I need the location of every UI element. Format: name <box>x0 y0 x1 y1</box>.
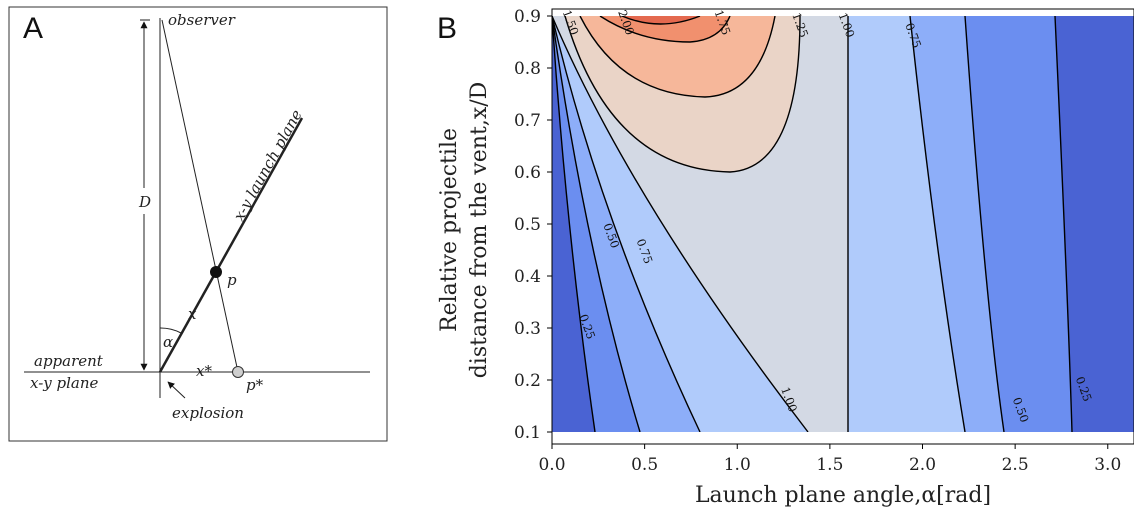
y-tick-label: 0.6 <box>514 163 541 183</box>
y-tick-label: 0.5 <box>514 215 541 235</box>
x-tick-label: 1.5 <box>816 455 843 475</box>
contour-labels: 0.250.500.751.001.50 2.00 1.75 1.25 1.00 0.75… <box>560 9 1095 424</box>
alpha-label: α <box>163 333 173 351</box>
y-tick-label: 0.4 <box>514 267 541 287</box>
launch-plane-label: x-y launch plane <box>230 106 306 224</box>
explosion-label: explosion <box>172 404 244 422</box>
contour-line-0.25-left <box>552 15 596 433</box>
contour-line-1.75 <box>599 15 731 43</box>
x-tick-label: 3.0 <box>1094 455 1121 475</box>
y-tick-label: 0.9 <box>514 7 541 27</box>
y-tick-label: 0.8 <box>514 59 541 79</box>
y-tick-label: 0.2 <box>514 371 541 391</box>
x-axis-label: Launch plane angle,α[rad] <box>695 483 991 508</box>
y-tick-label: 0.1 <box>514 423 541 443</box>
x-tick-label: 2.5 <box>1002 455 1029 475</box>
contour-line-0.75-right <box>909 15 966 433</box>
observer-label: observer <box>168 11 236 29</box>
x-tick-label: 2.0 <box>909 455 936 475</box>
panel-b-letter: B <box>437 12 457 45</box>
contour-line-1.0-left <box>552 15 809 433</box>
x-star-label: x* <box>196 362 212 380</box>
p-star-label: p* <box>246 376 264 394</box>
plot-area: 0.250.500.751.001.50 2.00 1.75 1.25 1.00 0.75… <box>552 9 1134 444</box>
launch-plane-line <box>158 117 304 373</box>
p-label: p <box>227 271 237 289</box>
x-axis-ticks: 0.0 0.5 1.0 1.5 2.0 2.5 3.0 <box>538 444 1121 475</box>
panel-b-contour-chart: B <box>437 7 1134 508</box>
x-tick-label: 0.5 <box>631 455 658 475</box>
x-label: x <box>188 305 197 323</box>
d-label-backdrop <box>134 188 156 214</box>
band-1.75-2.0 <box>600 16 730 42</box>
contour-line-1.5 <box>579 15 776 98</box>
contour-line-0.5-left <box>552 15 641 433</box>
explosion-arrow <box>167 381 186 399</box>
panel-a-letter: A <box>23 12 43 45</box>
axes-frame <box>551 8 1134 445</box>
panel-a-diagram: A D α observer p x x* p* apparent x-y pl… <box>8 6 388 442</box>
contour-line-2.0 <box>621 15 701 25</box>
top-gap <box>552 9 1134 16</box>
y-axis-label-line-2: distance from the vent,x/D <box>467 82 492 379</box>
band-1.5-1.75 <box>580 16 775 97</box>
contour-line-0.25-right <box>1054 15 1073 433</box>
contour-lines <box>552 15 1073 433</box>
apparent-plane-label: x-y plane <box>30 374 99 392</box>
y-tick-label: 0.3 <box>514 319 541 339</box>
contour-line-1.25 <box>564 15 801 173</box>
x-tick-label: 1.0 <box>724 455 751 475</box>
point-p <box>210 266 222 278</box>
contour-line-0.5-right <box>964 15 1005 433</box>
sight-line <box>161 19 239 373</box>
y-axis-ticks: 0.1 0.2 0.3 0.4 0.5 0.6 0.7 0.8 0.9 <box>514 7 552 443</box>
point-p-star <box>232 366 244 378</box>
y-axis-label-line-1: Relative projectile <box>437 128 462 332</box>
x-tick-label: 0.0 <box>538 455 565 475</box>
apparent-label: apparent <box>34 352 104 370</box>
bottom-gap <box>552 432 1134 444</box>
diagram-frame <box>8 6 388 442</box>
d-label: D <box>138 193 151 211</box>
y-tick-label: 0.7 <box>514 111 541 131</box>
contour-line-0.75-left <box>552 15 701 433</box>
alpha-arc <box>159 327 182 334</box>
